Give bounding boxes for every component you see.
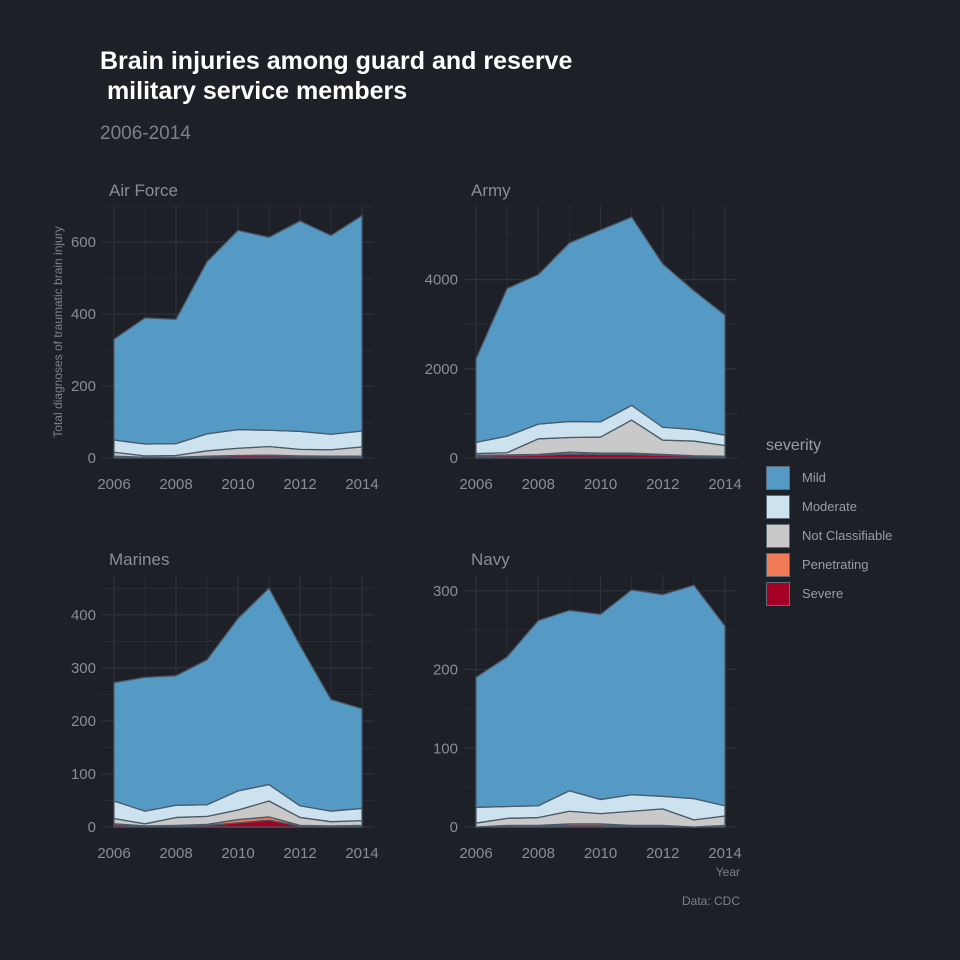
legend-item-moderate: Moderate bbox=[766, 492, 892, 521]
chart-subtitle: 2006-2014 bbox=[100, 123, 191, 144]
y-tick-label: 4000 bbox=[425, 272, 458, 289]
legend-label-moderate: Moderate bbox=[802, 499, 857, 514]
y-tick-label: 100 bbox=[433, 740, 458, 757]
y-tick-label: 0 bbox=[88, 450, 96, 467]
legend-items: Mild Moderate Not Classifiable Penetrating S… bbox=[766, 463, 892, 608]
x-tick-label: 2010 bbox=[584, 476, 617, 493]
y-tick-label: 0 bbox=[450, 450, 458, 467]
x-tick-label: 2008 bbox=[159, 476, 192, 493]
x-tick-label: 2010 bbox=[221, 845, 254, 862]
x-tick-label: 2014 bbox=[345, 476, 378, 493]
legend-item-not-classifiable: Not Classifiable bbox=[766, 521, 892, 550]
y-tick-label: 2000 bbox=[425, 361, 458, 378]
chart-title: Brain injuries among guard and reserve m… bbox=[100, 47, 573, 105]
x-tick-label: 2008 bbox=[522, 476, 555, 493]
y-tick-label: 400 bbox=[71, 607, 96, 624]
area-mild-marines bbox=[113, 587, 363, 812]
legend-item-penetrating: Penetrating bbox=[766, 550, 892, 579]
x-tick-label: 2008 bbox=[522, 845, 555, 862]
x-tick-label: 2006 bbox=[459, 476, 492, 493]
legend-swatch-penetrating bbox=[766, 552, 790, 577]
y-tick-label: 100 bbox=[71, 766, 96, 783]
y-tick-label: 300 bbox=[71, 660, 96, 677]
area-mild-air-force bbox=[113, 215, 363, 445]
area-mild-army bbox=[475, 216, 726, 444]
severity-legend: severity Mild Moderate Not Classifiable Pen… bbox=[766, 437, 892, 608]
legend-swatch-mild bbox=[766, 465, 790, 490]
x-tick-label: 2014 bbox=[345, 845, 378, 862]
legend-swatch-severe bbox=[766, 581, 790, 606]
legend-swatch-moderate bbox=[766, 494, 790, 519]
x-tick-label: 2008 bbox=[159, 845, 192, 862]
legend-label-severe: Severe bbox=[802, 586, 844, 601]
y-tick-label: 300 bbox=[433, 583, 458, 600]
y-tick-label: 200 bbox=[71, 378, 96, 395]
facet-label: Air Force bbox=[109, 181, 178, 200]
x-tick-label: 2010 bbox=[221, 476, 254, 493]
x-tick-label: 2014 bbox=[708, 476, 741, 493]
y-tick-label: 0 bbox=[450, 819, 458, 836]
x-tick-label: 2012 bbox=[283, 476, 316, 493]
x-tick-label: 2014 bbox=[708, 845, 741, 862]
x-axis-label: Year bbox=[715, 865, 740, 879]
panel-army: 2006 2008 2010 2012 2014 0 2000 4000 Army bbox=[425, 181, 742, 493]
legend-item-severe: Severe bbox=[766, 579, 892, 608]
legend-item-mild: Mild bbox=[766, 463, 892, 492]
x-tick-label: 2012 bbox=[283, 845, 316, 862]
legend-label-not-classifiable: Not Classifiable bbox=[802, 528, 893, 543]
x-tick-label: 2006 bbox=[459, 845, 492, 862]
x-tick-label: 2012 bbox=[646, 476, 679, 493]
y-tick-label: 600 bbox=[71, 234, 96, 251]
y-tick-label: 400 bbox=[71, 306, 96, 323]
x-tick-label: 2006 bbox=[97, 476, 130, 493]
x-tick-label: 2006 bbox=[97, 845, 130, 862]
panel-air-force: 2006 2008 2010 2012 2014 0 200 400 600 Air Force bbox=[71, 181, 379, 493]
legend-label-mild: Mild bbox=[802, 470, 826, 485]
area-mild-navy bbox=[475, 584, 726, 808]
legend-swatch-not-classifiable bbox=[766, 523, 790, 548]
data-source-caption: Data: CDC bbox=[681, 894, 740, 908]
facet-label: Navy bbox=[471, 550, 510, 569]
facet-label: Marines bbox=[109, 550, 169, 569]
y-tick-label: 0 bbox=[88, 819, 96, 836]
y-tick-label: 200 bbox=[433, 662, 458, 679]
y-tick-label: 200 bbox=[71, 713, 96, 730]
x-tick-label: 2010 bbox=[584, 845, 617, 862]
x-tick-label: 2012 bbox=[646, 845, 679, 862]
legend-title: severity bbox=[766, 437, 822, 454]
facet-label: Army bbox=[471, 181, 511, 200]
panel-marines: 2006 2008 2010 2012 2014 0 100 200 300 400 Marines bbox=[71, 550, 379, 862]
panel-navy: 2006 2008 2010 2012 2014 0 100 200 300 Navy bbox=[433, 550, 742, 862]
legend-label-penetrating: Penetrating bbox=[802, 557, 869, 572]
